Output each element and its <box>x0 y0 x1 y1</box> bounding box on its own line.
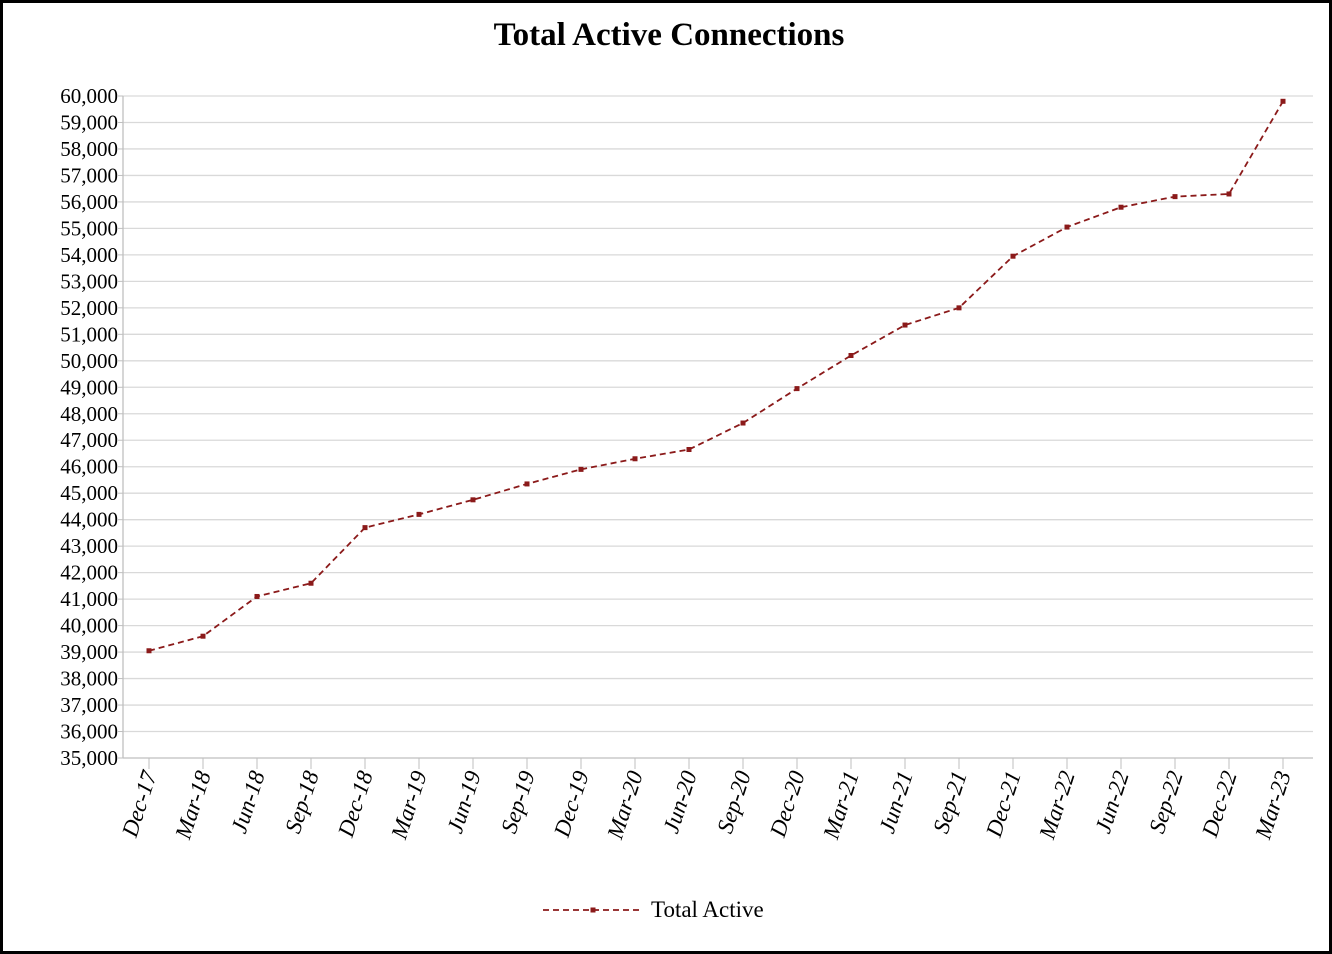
data-point <box>902 322 908 328</box>
data-point <box>956 305 962 311</box>
legend: Total Active <box>543 897 764 923</box>
y-tick-label: 52,000 <box>60 296 118 320</box>
y-tick-label: 40,000 <box>60 614 118 638</box>
x-tick-label: Sep-22 <box>1144 768 1188 836</box>
y-tick-label: 37,000 <box>60 693 118 717</box>
data-point <box>1172 194 1178 200</box>
x-tick-label: Mar-22 <box>1034 768 1080 843</box>
y-tick-label: 57,000 <box>60 163 118 187</box>
x-tick-label: Dec-20 <box>765 767 810 841</box>
y-tick-label: 59,000 <box>60 110 118 134</box>
x-tick-label: Mar-20 <box>602 767 648 843</box>
data-point <box>632 456 638 462</box>
x-tick-label: Mar-21 <box>818 768 864 843</box>
x-tick-label: Jun-20 <box>658 767 702 836</box>
y-tick-label: 46,000 <box>60 455 118 479</box>
y-tick-label: 45,000 <box>60 481 118 505</box>
y-tick-label: 56,000 <box>60 190 118 214</box>
legend-label-total-active: Total Active <box>651 897 764 922</box>
y-tick-label: 49,000 <box>60 375 118 399</box>
data-point <box>1280 98 1286 104</box>
x-tick-label: Dec-21 <box>981 768 1026 841</box>
y-tick-label: 53,000 <box>60 269 118 293</box>
x-tick-label: Sep-19 <box>496 767 540 836</box>
y-tick-label: 35,000 <box>60 746 118 770</box>
data-point <box>146 648 152 654</box>
x-tick-label: Jun-21 <box>874 768 918 836</box>
data-point <box>308 580 314 586</box>
y-tick-label: 58,000 <box>60 137 118 161</box>
x-tick-label: Sep-18 <box>280 767 324 836</box>
data-point <box>686 447 692 453</box>
data-point <box>200 633 206 639</box>
x-tick-label: Dec-22 <box>1197 768 1242 841</box>
chart-title: Total Active Connections <box>493 17 845 53</box>
y-tick-label: 44,000 <box>60 508 118 532</box>
x-tick-label: Sep-21 <box>928 768 972 836</box>
x-tick-label: Jun-22 <box>1090 768 1134 836</box>
y-tick-label: 47,000 <box>60 428 118 452</box>
data-point <box>254 593 260 599</box>
x-tick-label: Mar-23 <box>1250 768 1296 843</box>
data-point <box>1226 191 1232 197</box>
x-tick-label: Jun-19 <box>442 767 486 836</box>
x-tick-label: Mar-19 <box>386 767 432 843</box>
data-point <box>794 386 800 392</box>
x-tick-label: Dec-19 <box>549 767 594 841</box>
x-tick-label: Dec-17 <box>117 766 162 840</box>
x-tick-label: Jun-18 <box>226 767 270 836</box>
y-tick-label: 48,000 <box>60 402 118 426</box>
data-point <box>1010 253 1016 259</box>
y-tick-label: 36,000 <box>60 720 118 744</box>
data-point <box>1064 224 1070 230</box>
y-tick-label: 43,000 <box>60 534 118 558</box>
data-point <box>848 353 854 359</box>
data-point <box>416 511 422 517</box>
y-tick-label: 50,000 <box>60 349 118 373</box>
data-point <box>470 497 476 503</box>
data-point <box>362 525 368 531</box>
y-tick-label: 42,000 <box>60 561 118 585</box>
series-line-total-active <box>148 100 1284 652</box>
data-point <box>1118 204 1124 210</box>
data-point <box>524 481 530 487</box>
legend-swatch-total-active <box>543 907 643 913</box>
data-point <box>578 466 584 472</box>
y-tick-label: 51,000 <box>60 322 118 346</box>
y-tick-label: 54,000 <box>60 243 118 267</box>
x-tick-label: Dec-18 <box>333 767 378 841</box>
y-tick-label: 41,000 <box>60 587 118 611</box>
y-tick-label: 38,000 <box>60 667 118 691</box>
data-point <box>740 420 746 426</box>
y-tick-label: 55,000 <box>60 216 118 240</box>
x-tick-label: Mar-18 <box>170 767 216 843</box>
x-tick-label: Sep-20 <box>712 767 756 836</box>
y-tick-label: 39,000 <box>60 640 118 664</box>
y-tick-label: 60,000 <box>60 84 118 108</box>
